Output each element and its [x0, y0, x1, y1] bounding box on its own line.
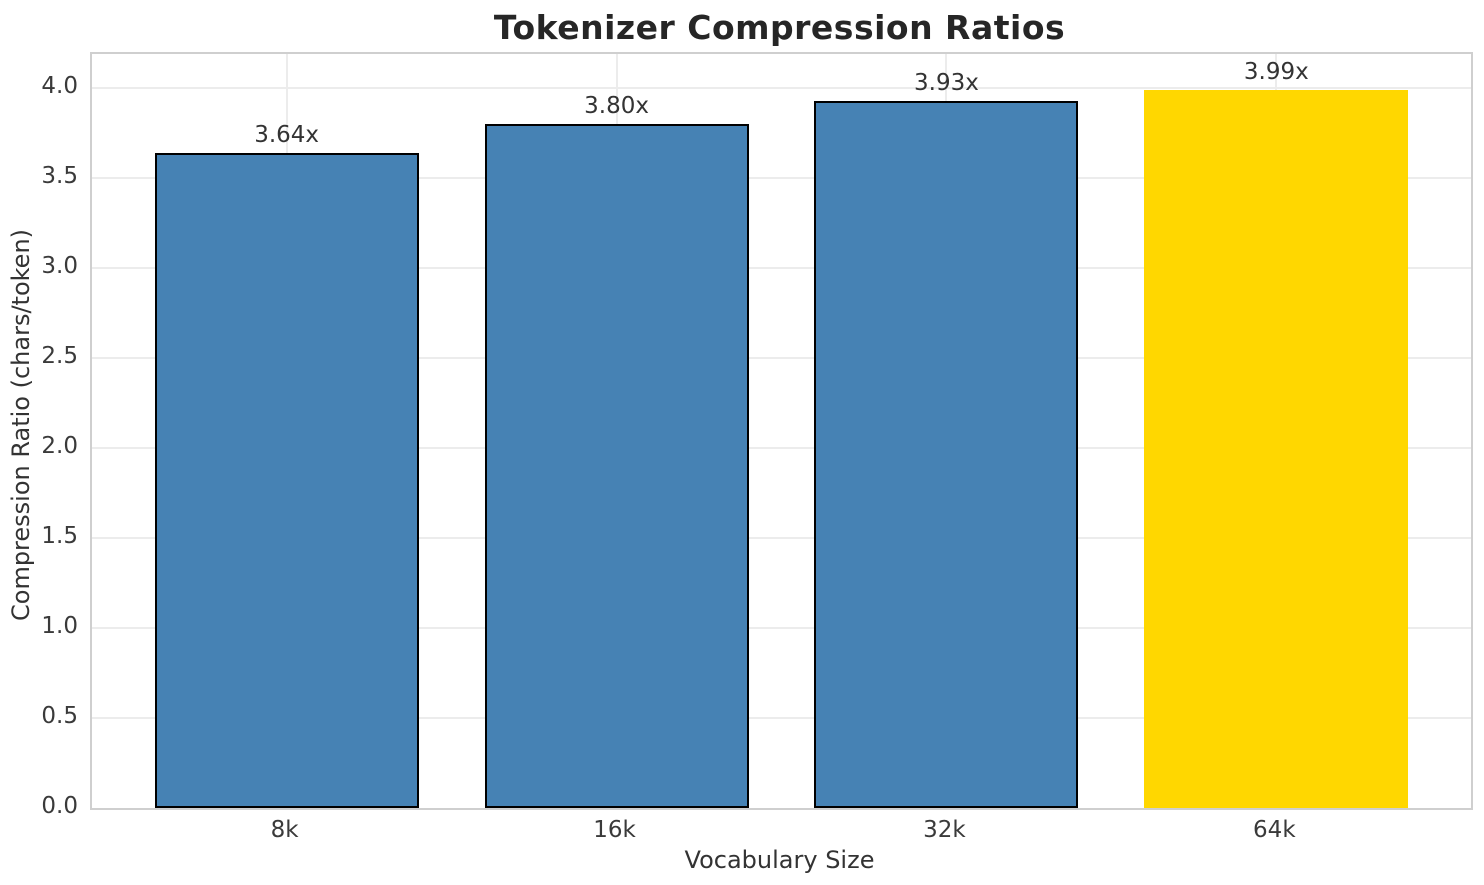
y-tick-label: 4.0: [41, 73, 78, 100]
x-tick-label: 32k: [923, 817, 966, 843]
plot-area: 3.64x 3.80x 3.93x 3.99x: [90, 52, 1473, 810]
y-gridline: [92, 717, 1471, 720]
x-tick-label: 64k: [1253, 817, 1296, 843]
bar-value-label: 3.99x: [1243, 59, 1309, 85]
y-gridline: [92, 87, 1471, 90]
x-axis-label: Vocabulary Size: [684, 846, 875, 874]
y-tick-label: 3.5: [41, 163, 78, 190]
bar-value-label: 3.93x: [914, 69, 979, 96]
y-axis-label: Compression Ratio (chars/token): [7, 228, 35, 621]
chart-title: Tokenizer Compression Ratios: [493, 8, 1066, 47]
y-tick-label: 0.0: [41, 793, 78, 819]
y-tick-label: 0.5: [41, 703, 78, 730]
bar-16k: [484, 124, 749, 808]
y-gridline: [92, 267, 1471, 270]
bar-64k: [1144, 90, 1409, 808]
y-gridline: [92, 357, 1471, 360]
y-gridline: [92, 627, 1471, 630]
bar-32k: [814, 100, 1079, 808]
y-tick-label: 1.0: [41, 613, 78, 640]
y-tick-label: 1.5: [41, 523, 78, 550]
y-tick-label: 2.0: [41, 433, 78, 460]
y-tick-label: 2.5: [41, 343, 78, 370]
y-gridline: [92, 447, 1471, 450]
y-gridline: [92, 537, 1471, 540]
y-tick-label: 3.0: [41, 253, 78, 280]
bar-value-label: 3.64x: [254, 121, 320, 148]
x-tick-label: 8k: [270, 817, 299, 843]
bar-8k: [154, 152, 419, 808]
y-gridline: [92, 177, 1471, 180]
bar-value-label: 3.80x: [584, 93, 649, 120]
x-tick-label: 16k: [593, 817, 636, 843]
